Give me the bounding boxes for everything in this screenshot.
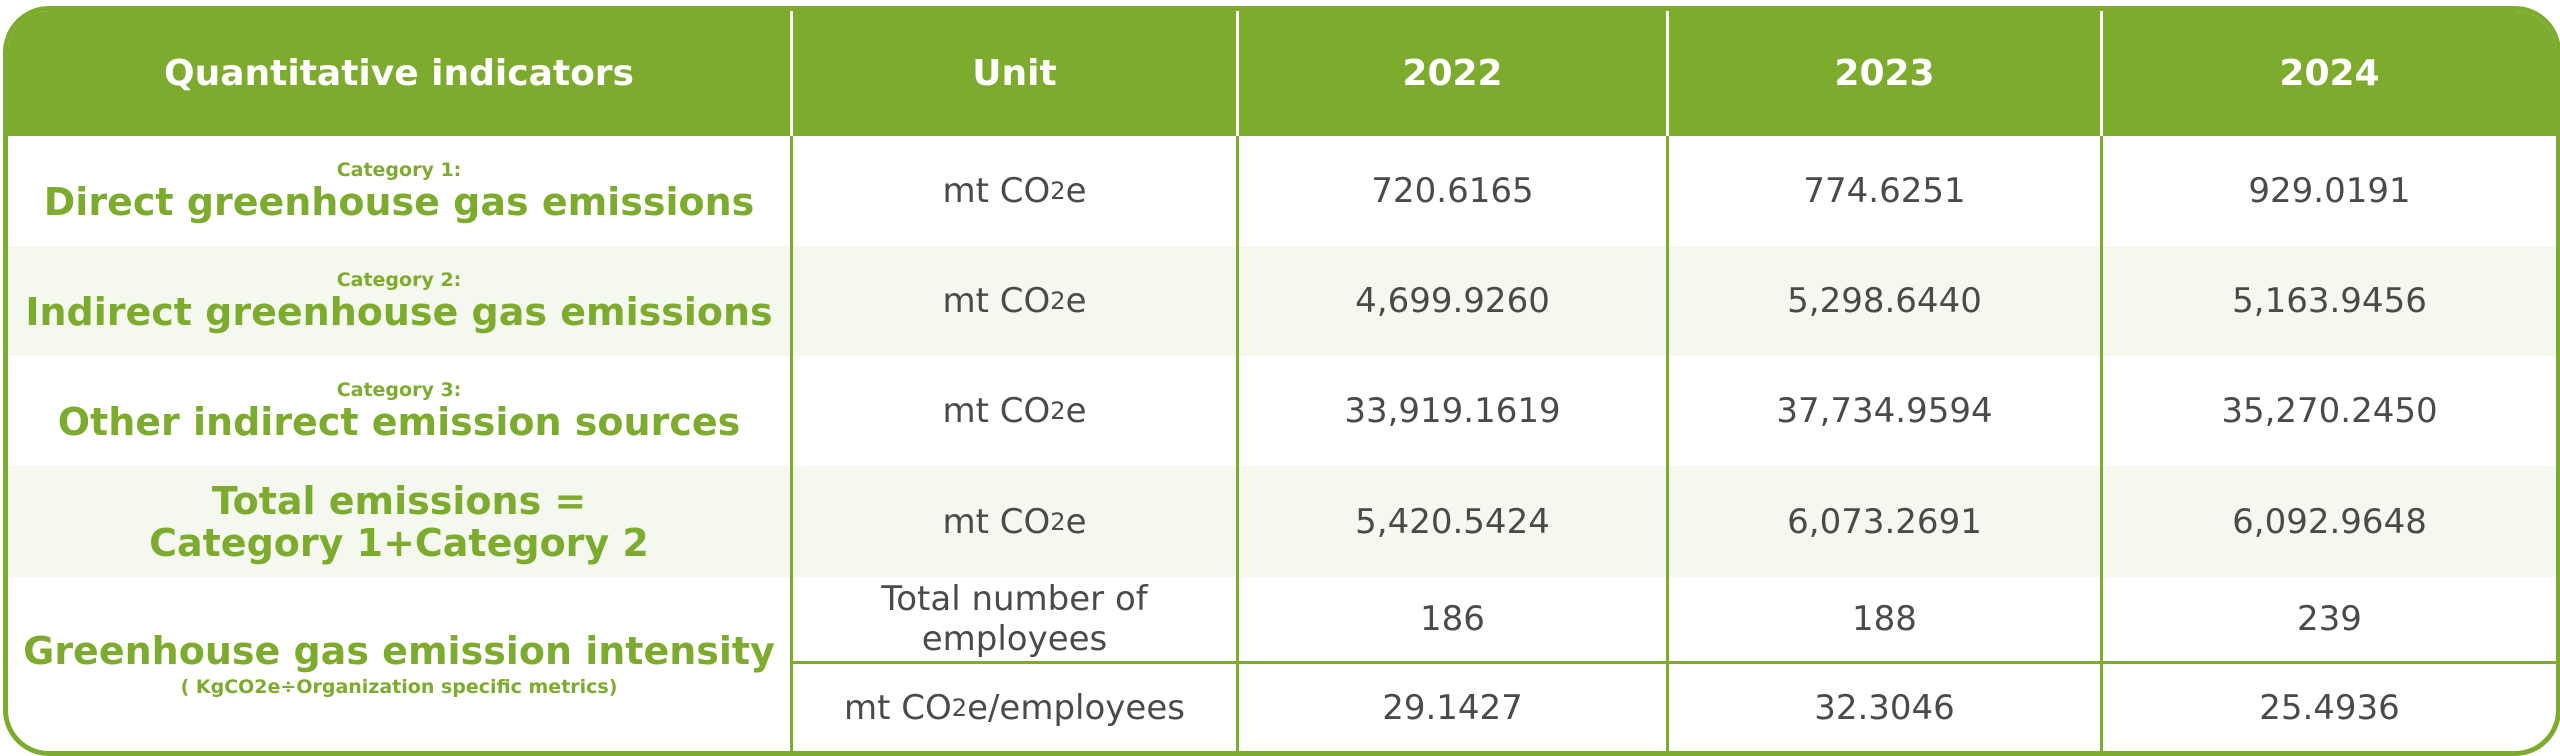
header-year-2023: 2023 — [1669, 11, 2103, 136]
subscript-2: 2 — [1050, 397, 1066, 425]
indicator-name-line2: Category 1+Category 2 — [149, 520, 649, 565]
value-cell: 5,420.5424 — [1239, 466, 1669, 577]
header-indicators: Quantitative indicators — [8, 11, 793, 136]
value-cell: 33,919.1619 — [1239, 356, 1669, 466]
value-cell: 774.6251 — [1669, 136, 2103, 246]
value-cell: 29.1427 — [1239, 664, 1669, 751]
value-cell: 188 — [1669, 577, 2103, 664]
value-cell: 4,699.9260 — [1239, 246, 1669, 356]
value-cell: 32.3046 — [1669, 664, 2103, 751]
value-cell: 929.0191 — [2248, 171, 2411, 211]
value-cell: 5,298.6440 — [1669, 246, 2103, 356]
unit-cell: Total number of employees — [793, 577, 1239, 664]
indicator-name: Total emissions = — [211, 478, 587, 523]
value-cell: 5,163.9456 — [2103, 246, 2556, 356]
value-cell: 239 — [2103, 577, 2556, 664]
indicator-category-1: Category 1: Direct greenhouse gas emissi… — [8, 136, 793, 246]
header-unit: Unit — [793, 11, 1239, 136]
indicator-name: Other indirect emission sources — [57, 400, 741, 444]
unit-cell: mt CO 2 e — [793, 246, 1239, 356]
header-year-2022: 2022 — [1239, 11, 1669, 136]
unit-cell: mt CO 2 e — [793, 466, 1239, 577]
subscript-2: 2 — [951, 693, 968, 722]
indicator-name: Greenhouse gas emission intensity — [23, 629, 775, 673]
subscript-2: 2 — [1050, 507, 1066, 536]
subscript-2: 2 — [1050, 287, 1066, 315]
value-cell: 6,092.9648 — [2103, 466, 2556, 577]
unit-cell: mt CO 2 e — [793, 136, 1239, 246]
indicator-total-emissions: Total emissions = Category 1+Category 2 — [8, 466, 793, 577]
category-label: Category 1: — [336, 159, 462, 181]
value-cell: 6,073.2691 — [1669, 466, 2103, 577]
value-cell: 186 — [1239, 577, 1669, 664]
indicator-intensity: Greenhouse gas emission intensity ( KgCO… — [8, 577, 793, 751]
indicator-name: Direct greenhouse gas emissions — [43, 180, 755, 224]
value-cell: 25.4936 — [2259, 687, 2400, 728]
indicator-category-3: Category 3: Other indirect emission sour… — [8, 356, 793, 466]
indicator-category-2: Category 2: Indirect greenhouse gas emis… — [8, 246, 793, 356]
indicator-note: ( KgCO2e÷Organization specific metrics) — [180, 676, 618, 698]
value-cell: 35,270.2450 — [2221, 391, 2438, 431]
value-cell: 720.6165 — [1239, 136, 1669, 246]
subscript-2: 2 — [1050, 177, 1066, 205]
value-cell: 37,734.9594 — [1669, 356, 2103, 466]
indicator-name: Indirect greenhouse gas emissions — [25, 290, 773, 334]
emissions-table: Quantitative indicators Unit 2022 2023 2… — [3, 6, 2560, 756]
header-year-2024: 2024 — [2103, 11, 2556, 136]
unit-cell: mt CO 2 e — [793, 356, 1239, 466]
category-label: Category 2: — [336, 269, 462, 291]
category-label: Category 3: — [336, 379, 462, 401]
unit-cell: mt CO 2 e/employees — [793, 664, 1239, 751]
